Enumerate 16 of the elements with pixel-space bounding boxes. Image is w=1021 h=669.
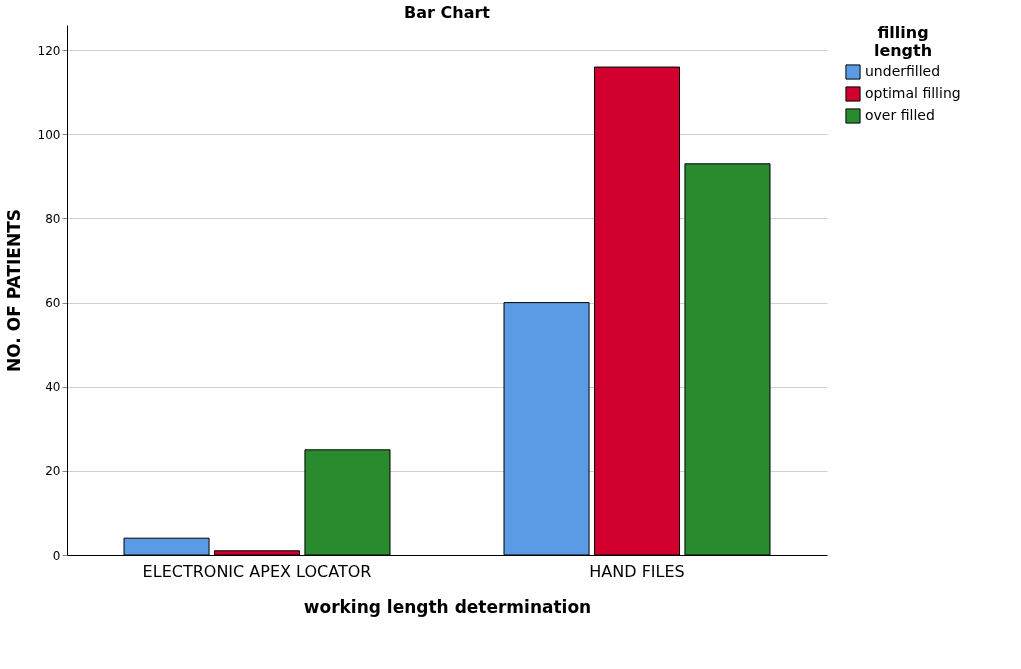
x-tick-label: ELECTRONIC APEX LOCATOR: [142, 561, 372, 581]
chart-title: Bar Chart: [404, 3, 491, 22]
y-tick-label: 100: [37, 127, 61, 142]
y-tick-label: 120: [37, 43, 61, 58]
x-axis-title: working length determination: [303, 596, 592, 617]
legend-label: optimal filling: [865, 85, 961, 101]
y-tick-label: 60: [45, 296, 61, 311]
y-axis-title: NO. OF PATIENTS: [3, 208, 24, 373]
y-tick-label: 0: [52, 548, 61, 563]
y-tick-label: 80: [45, 211, 61, 226]
legend-title: filling length: [873, 23, 933, 60]
y-tick-label: 40: [45, 380, 61, 395]
legend-label: underfilled: [865, 63, 941, 79]
y-tick-label: 20: [45, 464, 61, 479]
x-tick-label: HAND FILES: [589, 561, 685, 581]
legend-label: over filled: [865, 107, 935, 123]
